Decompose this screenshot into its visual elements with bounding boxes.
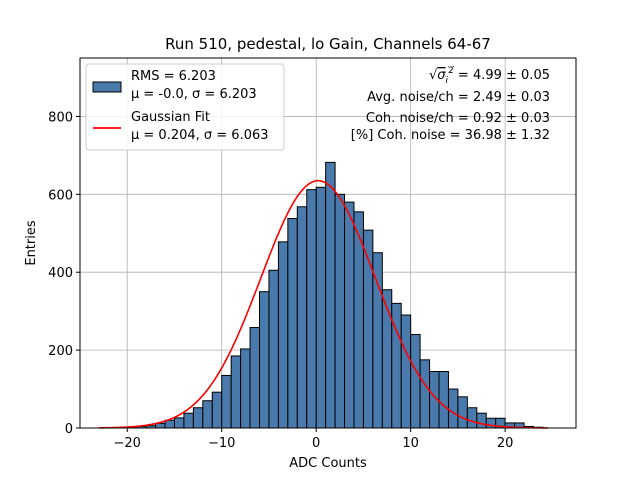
histogram-bar — [192, 407, 204, 429]
histogram-bar — [334, 193, 346, 429]
histogram-bar — [211, 391, 223, 429]
y-tick-label: 0 — [65, 422, 73, 437]
histogram-bar — [221, 374, 232, 429]
legend-fit-line1: Gaussian Fit — [131, 110, 210, 125]
histogram-bar — [296, 206, 308, 429]
histogram-bar — [419, 359, 431, 429]
x-axis-label: ADC Counts — [289, 456, 367, 471]
histogram-bar — [372, 252, 383, 429]
x-tick-label: 0 — [312, 436, 320, 451]
histogram-bar — [410, 334, 421, 429]
annotation-avg-noise: Avg. noise/ch = 2.49 ± 0.03 — [367, 90, 550, 105]
histogram-bar — [344, 201, 355, 429]
histogram-bar — [173, 417, 185, 429]
y-tick-label: 400 — [48, 266, 73, 281]
y-axis-ticks: 0 200 400 600 800 — [48, 110, 80, 437]
histogram-bar — [202, 400, 213, 429]
x-tick-label: 10 — [402, 436, 419, 451]
legend-box — [85, 63, 285, 151]
x-tick-label: −10 — [208, 436, 235, 451]
y-tick-label: 200 — [48, 344, 73, 359]
histogram-bar — [325, 161, 336, 429]
histogram-bar — [183, 412, 194, 429]
x-tick-label: −20 — [114, 436, 141, 451]
histogram-bar — [400, 314, 412, 429]
legend-fit-line2: μ = 0.204, σ = 6.063 — [131, 128, 269, 143]
histogram-bar — [230, 355, 242, 429]
histogram-bar — [240, 348, 251, 429]
histogram-bar — [315, 186, 327, 429]
annotations: √σi2 = 4.99 ± 0.05 Avg. noise/ch = 2.49 … — [351, 66, 550, 143]
annotation-coh-percent: [%] Coh. noise = 36.98 ± 1.32 — [351, 128, 550, 143]
annotation-sigma-i: √σi2 = 4.99 ± 0.05 — [429, 66, 550, 86]
histogram-bar — [476, 412, 487, 429]
histogram-bar — [287, 217, 298, 429]
histogram-bars — [117, 161, 544, 429]
histogram-bar — [259, 291, 270, 429]
chart-title: Run 510, pedestal, lo Gain, Channels 64-… — [165, 35, 491, 53]
annotation-coh-noise: Coh. noise/ch = 0.92 ± 0.03 — [366, 111, 550, 126]
y-axis-label: Entries — [24, 220, 39, 266]
histogram-bar — [277, 241, 289, 429]
histogram-bar — [457, 396, 468, 429]
histogram-bar — [268, 269, 279, 429]
legend-histogram-line2: μ = -0.0, σ = 6.203 — [131, 87, 257, 102]
y-tick-label: 600 — [48, 188, 73, 203]
legend-histogram-line1: RMS = 6.203 — [131, 69, 216, 84]
legend: RMS = 6.203 μ = -0.0, σ = 6.203 Gaussian… — [85, 63, 285, 151]
x-tick-label: 20 — [497, 436, 514, 451]
legend-swatch-histogram — [92, 81, 122, 93]
x-axis-ticks: −20 −10 0 10 20 — [114, 428, 514, 451]
gaussian-fit-line — [98, 179, 548, 429]
histogram-bar — [438, 371, 449, 429]
y-tick-label: 800 — [48, 110, 73, 125]
histogram-bar — [381, 289, 393, 429]
histogram-bar — [447, 388, 459, 429]
plot-frame — [79, 57, 577, 429]
histogram-bar — [306, 189, 317, 429]
histogram-bar — [466, 407, 478, 429]
histogram-bar — [249, 327, 261, 429]
